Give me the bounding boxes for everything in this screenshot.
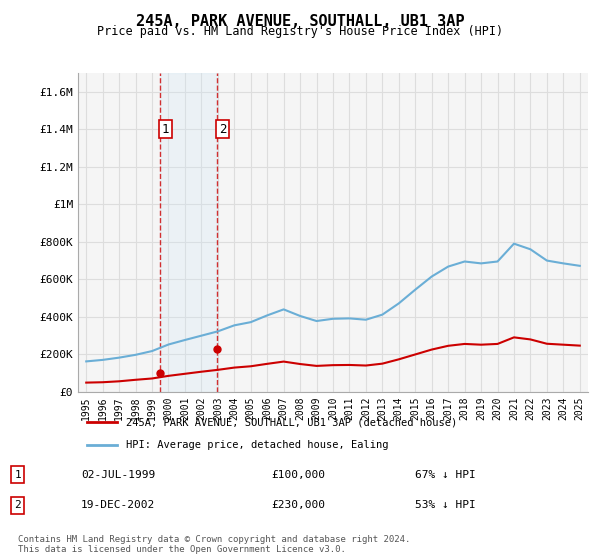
Text: 2: 2 bbox=[14, 501, 21, 510]
Text: 02-JUL-1999: 02-JUL-1999 bbox=[81, 470, 155, 479]
Text: 245A, PARK AVENUE, SOUTHALL, UB1 3AP (detached house): 245A, PARK AVENUE, SOUTHALL, UB1 3AP (de… bbox=[125, 417, 457, 427]
Text: £230,000: £230,000 bbox=[271, 501, 325, 510]
Text: £100,000: £100,000 bbox=[271, 470, 325, 479]
Text: 67% ↓ HPI: 67% ↓ HPI bbox=[415, 470, 476, 479]
Text: Contains HM Land Registry data © Crown copyright and database right 2024.
This d: Contains HM Land Registry data © Crown c… bbox=[18, 535, 410, 554]
Text: 245A, PARK AVENUE, SOUTHALL, UB1 3AP: 245A, PARK AVENUE, SOUTHALL, UB1 3AP bbox=[136, 14, 464, 29]
Text: Price paid vs. HM Land Registry's House Price Index (HPI): Price paid vs. HM Land Registry's House … bbox=[97, 25, 503, 38]
Text: 19-DEC-2002: 19-DEC-2002 bbox=[81, 501, 155, 510]
Bar bbox=[160, 73, 217, 392]
Text: 2: 2 bbox=[219, 123, 226, 136]
Text: 1: 1 bbox=[14, 470, 21, 479]
Text: 53% ↓ HPI: 53% ↓ HPI bbox=[415, 501, 476, 510]
Text: HPI: Average price, detached house, Ealing: HPI: Average price, detached house, Eali… bbox=[125, 440, 388, 450]
Text: 1: 1 bbox=[162, 123, 169, 136]
